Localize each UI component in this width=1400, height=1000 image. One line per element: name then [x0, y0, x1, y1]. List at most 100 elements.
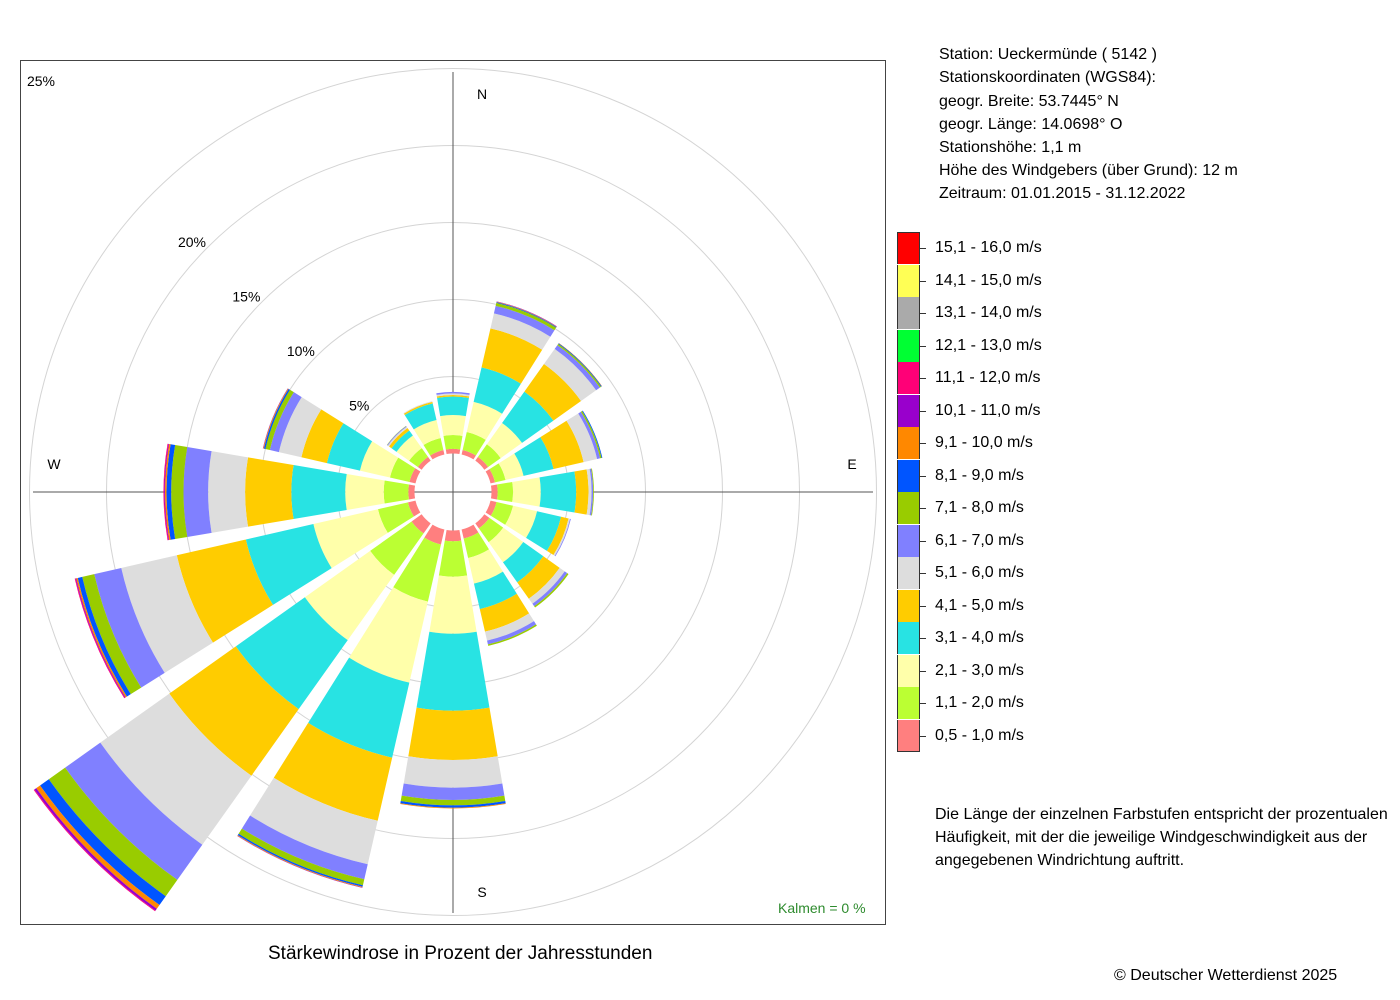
rose-segment	[443, 435, 463, 450]
rose-segment	[436, 393, 470, 397]
rose-segment	[40, 779, 166, 905]
compass-label: S	[477, 884, 486, 900]
legend-label: 1,1 - 2,0 m/s	[935, 694, 1024, 711]
rose-segment	[377, 502, 414, 533]
rose-segment	[393, 537, 441, 602]
rose-segment	[462, 431, 486, 456]
rose-segment	[403, 401, 433, 416]
rose-segment	[48, 767, 178, 897]
legend-tick	[920, 573, 926, 574]
ring-label: 25%	[27, 73, 55, 89]
legend-label: 9,1 - 10,0 m/s	[935, 434, 1033, 451]
rose-segment	[475, 514, 490, 529]
rose-segment	[313, 509, 388, 569]
rose-segment	[468, 549, 503, 584]
rose-segment	[82, 574, 142, 695]
rose-segment	[409, 468, 421, 484]
rose-segment	[436, 394, 470, 398]
legend-label: 12,1 - 13,0 m/s	[935, 336, 1042, 354]
rose-segment	[208, 451, 249, 533]
grid-ring	[29, 68, 877, 916]
rose-segment	[171, 445, 188, 539]
rose-segment	[461, 524, 479, 539]
legend-label: 5,1 - 6,0 m/s	[935, 564, 1024, 581]
rose-segment	[430, 449, 445, 460]
compass-label: E	[847, 456, 856, 472]
rose-segment	[245, 457, 294, 527]
rose-segment	[490, 501, 514, 525]
legend-tick	[920, 313, 926, 314]
rose-segment	[416, 631, 490, 711]
rose-segment	[245, 523, 332, 605]
rose-segment	[400, 803, 506, 809]
calm-label: Kalmen = 0 %	[778, 900, 866, 916]
rose-segment	[512, 477, 541, 507]
note-line-1: Die Länge der einzelnen Farbstufen entsp…	[935, 806, 1388, 823]
legend-tick	[920, 540, 926, 542]
rose-segment	[121, 555, 213, 673]
station-latitude: geogr. Breite: 53.7445° N	[939, 93, 1119, 110]
rose-segment	[241, 815, 368, 880]
station-name: Station: Ueckermünde ( 5142 )	[939, 46, 1157, 63]
rose-segment	[94, 567, 165, 688]
rose-segment	[437, 396, 469, 417]
legend-swatch	[897, 264, 920, 297]
ring-label: 10%	[287, 343, 315, 359]
rose-segment	[304, 550, 395, 641]
rose-segment	[417, 456, 431, 470]
rose-segment	[263, 388, 290, 450]
legend-swatch	[897, 394, 920, 427]
rose-segment	[345, 474, 385, 510]
note-line-3: angegebenen Windrichtung auftritt.	[935, 852, 1185, 869]
legend-swatch	[897, 719, 920, 752]
rose-segment	[445, 448, 461, 455]
rose-segment	[502, 541, 544, 583]
legend-tick	[920, 475, 926, 477]
legend-swatch	[897, 297, 920, 329]
rose-segment	[586, 468, 592, 516]
rose-segment	[485, 500, 497, 516]
rose-segment	[477, 444, 501, 468]
rose-segment	[553, 518, 571, 556]
copyright: © Deutscher Wetterdienst 2025	[1114, 967, 1338, 984]
legend-tick	[920, 735, 926, 737]
rose-segment	[466, 401, 503, 440]
legend-swatch	[897, 589, 920, 622]
rose-segment	[269, 392, 302, 453]
rose-segment	[473, 367, 521, 414]
rose-segment	[498, 453, 524, 480]
rose-segment	[543, 348, 597, 402]
legend-swatch	[897, 427, 920, 459]
rose-segment	[403, 401, 433, 414]
time-period: Zeitraum: 01.01.2015 - 31.12.2022	[939, 185, 1186, 202]
station-longitude: geogr. Länge: 14.0698° O	[939, 116, 1123, 133]
legend-swatch	[897, 622, 920, 654]
legend-label: 2,1 - 3,0 m/s	[935, 661, 1024, 679]
rose-segment	[484, 613, 535, 641]
rose-segment	[164, 443, 170, 541]
rose-segment	[413, 419, 441, 446]
rose-segment	[163, 443, 169, 541]
rose-segment	[273, 722, 393, 821]
rose-segment	[479, 593, 530, 632]
rose-segment	[488, 527, 524, 563]
rose-segment	[566, 413, 598, 463]
rose-segment	[429, 575, 477, 634]
rose-segment	[407, 500, 421, 517]
rose-segment	[539, 471, 577, 513]
rose-segment	[438, 540, 468, 577]
legend-label: 4,1 - 5,0 m/s	[935, 596, 1024, 614]
legend-label: 7,1 - 8,0 m/s	[935, 499, 1024, 516]
legend-tick	[920, 443, 926, 444]
rose-segment	[408, 484, 416, 500]
legend-tick	[920, 670, 926, 672]
rose-segment	[183, 447, 212, 537]
legend-tick	[920, 703, 926, 704]
legend-swatch	[897, 459, 920, 492]
rose-segment	[486, 422, 523, 459]
rose-segment	[528, 567, 565, 604]
legend-tick	[920, 345, 926, 347]
rose-segment	[77, 576, 131, 697]
rose-segment	[387, 426, 407, 446]
legend-tick	[920, 638, 926, 639]
